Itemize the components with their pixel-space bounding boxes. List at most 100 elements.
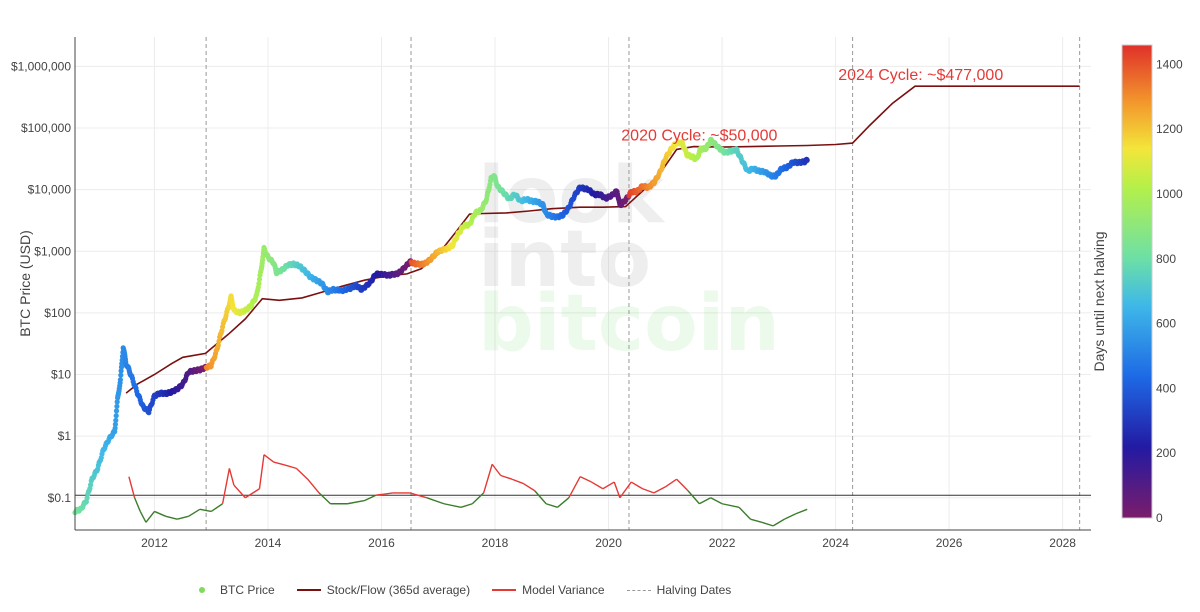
y-tick-label: $1 — [58, 429, 72, 443]
model-variance-segment — [364, 494, 377, 502]
legend-item-btc-price[interactable]: BTC Price — [190, 583, 275, 597]
model-variance-segment — [534, 490, 547, 505]
x-tick-label: 2016 — [368, 536, 395, 550]
model-variance-segment — [653, 486, 666, 494]
model-variance-segment — [482, 464, 493, 494]
model-variance-segment — [511, 478, 524, 485]
colorbar-tick-label: 1200 — [1156, 122, 1183, 136]
model-variance-segment — [295, 467, 309, 480]
btc-price-point — [216, 338, 222, 344]
btc-price-point — [118, 368, 124, 374]
model-variance-segment — [721, 503, 740, 509]
model-variance-segment — [128, 476, 136, 498]
series-stock-flow — [125, 85, 1080, 394]
model-variance-segment — [761, 521, 774, 527]
legend-label-model-variance: Model Variance — [522, 583, 605, 597]
y-tick-label: $1,000,000 — [11, 59, 71, 73]
model-variance-segment — [710, 497, 723, 505]
model-variance-segment — [165, 515, 178, 520]
btc-price-point — [84, 495, 90, 501]
colorbar-tick-label: 600 — [1156, 317, 1176, 331]
annotations: 2020 Cycle: ~$50,000 2024 Cycle: ~$477,00… — [621, 67, 1003, 144]
model-variance-segment — [284, 464, 297, 470]
model-variance-segment — [443, 503, 462, 509]
x-tick-label: 2020 — [595, 536, 622, 550]
x-tick-label: 2024 — [822, 536, 849, 550]
model-variance-segment — [221, 468, 231, 504]
model-variance-segment — [307, 478, 320, 494]
y-tick-label: $0.1 — [48, 491, 72, 505]
model-variance-segment — [738, 506, 751, 520]
model-variance-segment — [750, 518, 762, 523]
x-tick-label: 2026 — [936, 536, 963, 550]
model-variance-segment — [154, 510, 167, 517]
y-tick-label: $10 — [51, 368, 71, 382]
series-model-variance — [128, 454, 808, 527]
legend-swatch-stock-flow — [296, 584, 321, 596]
btc-price-point — [112, 421, 118, 427]
model-variance-segment — [233, 484, 246, 499]
model-variance-segment — [228, 468, 235, 486]
x-tick-label: 2012 — [141, 536, 168, 550]
model-variance-segment — [145, 511, 156, 523]
model-variance-segment — [263, 454, 275, 463]
btc-price-point — [88, 482, 94, 488]
model-variance-segment — [642, 488, 655, 494]
model-variance-segment — [613, 481, 621, 499]
model-variance-segment — [133, 497, 141, 512]
y-tick-label: $10,000 — [28, 183, 72, 197]
model-variance-segment — [630, 481, 643, 490]
legend-item-model-variance[interactable]: Model Variance — [492, 583, 605, 597]
legend-swatch-model-variance — [492, 584, 517, 596]
grid — [75, 37, 1091, 530]
btc-price-point — [112, 425, 118, 431]
legend-label-btc-price: BTC Price — [220, 583, 275, 597]
colorbar-tick-label: 1400 — [1156, 57, 1183, 71]
annotation-2024-cycle: 2024 Cycle: ~$477,000 — [838, 67, 1003, 84]
y-tick-label: $100 — [44, 306, 71, 320]
model-variance-segment — [664, 478, 678, 488]
model-variance-segment — [460, 503, 473, 508]
model-variance-segment — [523, 482, 536, 492]
y-tick-label: $100,000 — [21, 121, 71, 135]
legend-item-stock-flow[interactable]: Stock/Flow (365d average) — [296, 583, 471, 597]
legend-item-halving-dates[interactable]: Halving Dates — [626, 583, 732, 597]
btc-price-point — [113, 408, 120, 414]
model-variance-segment — [619, 481, 632, 499]
model-variance-segment — [375, 492, 393, 496]
model-variance-segment — [176, 515, 189, 520]
colorbar-tick-label: 200 — [1156, 446, 1176, 460]
model-variance-segment — [273, 461, 286, 466]
legend-label-halving-dates: Halving Dates — [656, 583, 732, 597]
colorbar: 0 200 400 600 800 1000 1200 1400 Days until next… — [1091, 44, 1183, 525]
x-tick-label: 2018 — [482, 536, 509, 550]
model-variance-segment — [602, 481, 615, 490]
model-variance-segment — [409, 492, 428, 499]
model-variance-segment — [591, 481, 604, 490]
btc-price-point — [114, 399, 120, 405]
model-variance-segment — [568, 476, 581, 499]
model-variance-segment — [491, 463, 502, 476]
y-tick-label: $1,000 — [34, 244, 71, 258]
model-variance-segment — [545, 503, 558, 508]
btc-price-point — [113, 417, 119, 423]
model-variance-segment — [772, 518, 785, 527]
model-variance-segment — [139, 511, 147, 523]
btc-price-point — [114, 403, 120, 409]
btc-price-point — [219, 328, 225, 334]
model-variance-segment — [210, 503, 223, 513]
legend-label-stock-flow: Stock/Flow (365d average) — [326, 583, 471, 597]
model-variance-segment — [426, 497, 445, 505]
model-variance-segment — [579, 476, 592, 483]
colorbar-tick-label: 800 — [1156, 252, 1176, 266]
model-variance-segment — [687, 490, 700, 505]
legend-swatch-btc-price — [190, 584, 214, 596]
model-variance-segment — [471, 492, 485, 505]
annotation-2020-cycle: 2020 Cycle: ~$50,000 — [621, 128, 777, 145]
x-tick-label: 2014 — [255, 536, 282, 550]
x-tick-label: 2022 — [709, 536, 736, 550]
x-tick-label: 2028 — [1049, 536, 1076, 550]
model-variance-segment — [318, 492, 331, 505]
model-variance-segment — [795, 508, 808, 515]
